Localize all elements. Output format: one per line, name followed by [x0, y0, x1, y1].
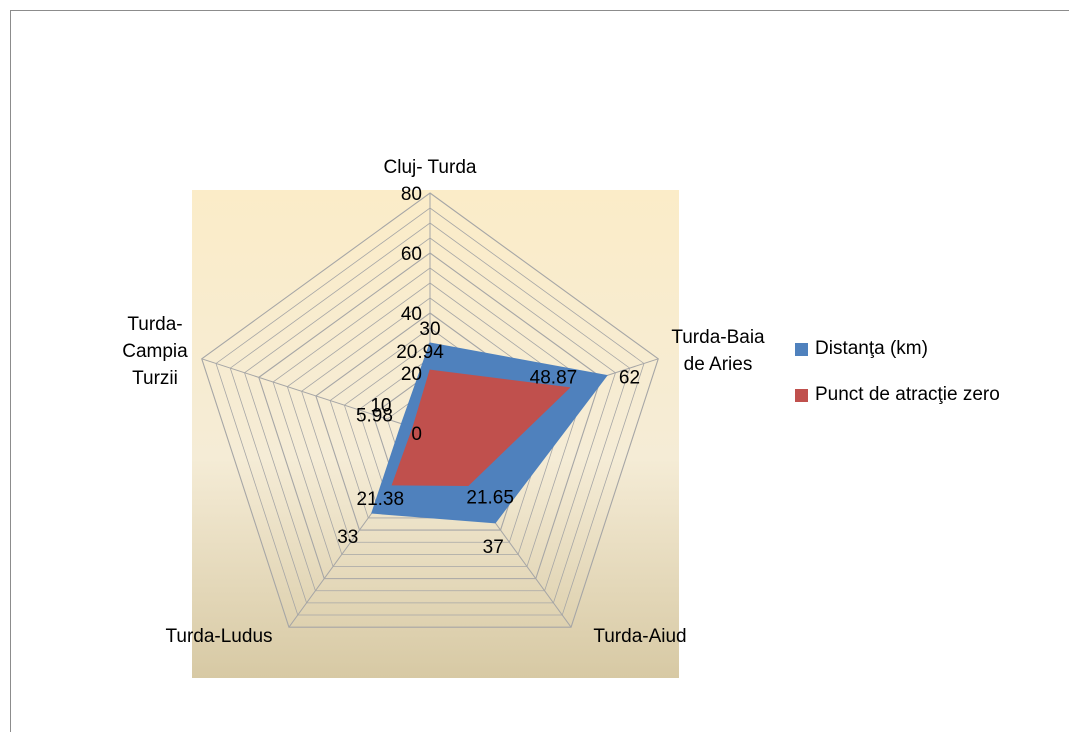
axis-category-label: Turda-Baia	[671, 327, 765, 348]
axis-category-label: de Aries	[684, 354, 753, 375]
axis-tick-label: 40	[401, 304, 422, 325]
legend: Distanţa (km) Punct de atracţie zero	[795, 338, 1000, 430]
axis-category-label: Turda-Ludus	[165, 626, 272, 647]
data-label: 33	[337, 527, 358, 548]
axis-tick-label: 60	[401, 244, 422, 265]
grid-ring	[215, 207, 645, 616]
legend-item-distance: Distanţa (km)	[795, 338, 1000, 360]
grid-spoke	[201, 358, 431, 434]
data-label: 10	[370, 396, 391, 417]
axis-category-label: Cluj- Turda	[384, 157, 477, 178]
legend-swatch-distance	[795, 342, 808, 356]
grid-ring	[272, 267, 588, 567]
axis-category-label: Turda-Aiud	[593, 626, 686, 647]
axis-category-label: Campia	[122, 341, 188, 362]
axis-tick-label: 80	[401, 184, 422, 205]
data-label: 48.87	[530, 368, 578, 389]
data-label: 37	[483, 537, 504, 558]
legend-item-attraction: Punct de atracţie zero	[795, 384, 1000, 406]
data-label: 21.38	[357, 489, 405, 510]
data-label: 5.98	[356, 405, 393, 426]
grid-ring	[229, 222, 631, 604]
axis-tick-label: 0	[411, 424, 422, 445]
grid-ring	[244, 237, 616, 592]
legend-label-attraction: Punct de atracţie zero	[815, 384, 1000, 405]
grid-ring	[258, 252, 602, 580]
data-label: 21.65	[466, 488, 514, 509]
axis-category-label: Turda-	[127, 314, 182, 335]
series-area-attraction	[391, 369, 571, 487]
data-label: 62	[619, 368, 640, 389]
axis-tick-label: 20	[401, 364, 422, 385]
data-label: 30	[419, 319, 440, 340]
chart-frame	[10, 10, 1069, 732]
data-label: 20.94	[396, 342, 444, 363]
grid-ring	[201, 192, 659, 628]
legend-swatch-attraction	[795, 388, 808, 402]
axis-category-label: Turzii	[132, 368, 178, 389]
legend-label-distance: Distanţa (km)	[815, 338, 928, 359]
